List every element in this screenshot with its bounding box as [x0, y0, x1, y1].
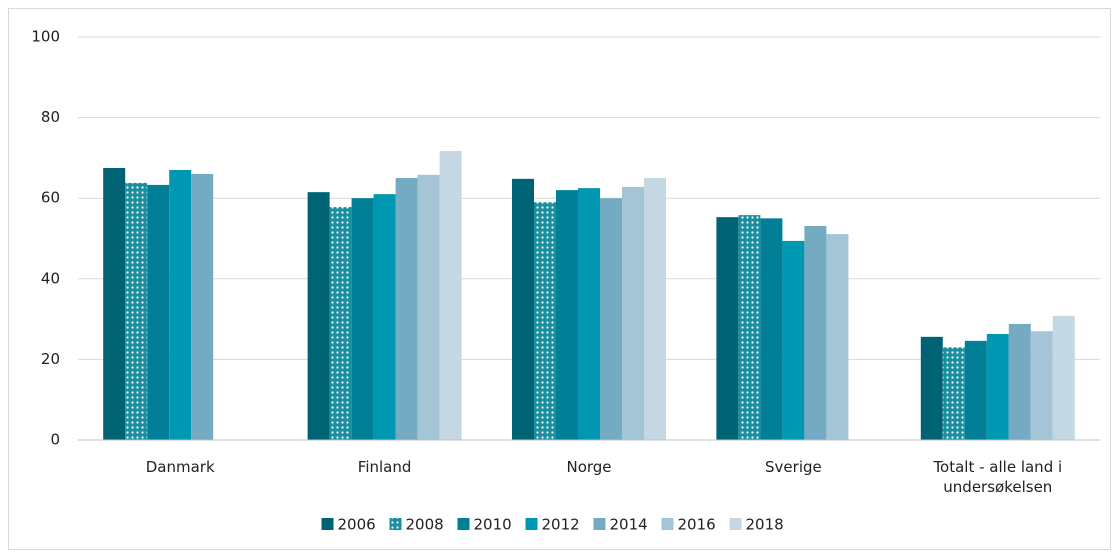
legend-label: 2014 [610, 516, 648, 534]
legend-swatch [525, 518, 538, 530]
bar [169, 169, 192, 441]
bar [716, 217, 739, 440]
bar [964, 340, 987, 440]
bar [439, 151, 462, 440]
bar [782, 240, 805, 440]
x-tick-label: Totalt - alle land i undersøkelsen [933, 458, 1063, 496]
bar [147, 184, 170, 440]
bar [1030, 331, 1053, 440]
legend-label: 2018 [746, 516, 784, 534]
bar [1008, 323, 1031, 440]
bar [307, 192, 330, 440]
legend-swatch [593, 518, 606, 530]
legend-label: 2012 [542, 516, 580, 534]
y-tick-label: 80 [41, 108, 60, 126]
bar [644, 178, 666, 441]
y-tick-label: 20 [41, 350, 60, 368]
bar [103, 167, 126, 440]
y-tick-label: 100 [31, 28, 60, 46]
bar [534, 202, 556, 440]
legend-label: 2008 [406, 516, 444, 534]
y-tick-label: 60 [41, 189, 60, 207]
bar [373, 194, 396, 440]
x-tick-label: Norge [566, 458, 612, 476]
legend-label: 2016 [678, 516, 716, 534]
bar [600, 198, 622, 440]
bar [329, 207, 352, 440]
bar [942, 347, 965, 440]
legend-label: 2010 [474, 516, 512, 534]
bar [556, 190, 578, 440]
x-tick-label: Finland [357, 458, 412, 476]
bar [351, 198, 374, 440]
x-tick-label: Danmark [145, 458, 215, 476]
bar [622, 186, 644, 440]
legend-swatch [321, 518, 334, 530]
bar [986, 334, 1009, 440]
legend-swatch [729, 518, 742, 530]
y-tick-label: 0 [50, 431, 60, 449]
bar [920, 336, 943, 440]
bar [738, 215, 761, 440]
legend-swatch [661, 518, 674, 530]
bar [1052, 315, 1075, 440]
legend-swatch [389, 518, 402, 530]
bar [512, 178, 534, 440]
bar [417, 174, 440, 441]
x-tick-label: Sverige [765, 458, 822, 476]
legend-swatch [457, 518, 470, 530]
y-tick-label: 40 [41, 269, 60, 287]
bar [395, 178, 418, 441]
bar [804, 226, 827, 440]
bar [125, 182, 148, 441]
bar [826, 234, 849, 440]
bar [760, 218, 783, 440]
legend-label: 2006 [338, 516, 376, 534]
bar [191, 174, 214, 440]
bar [578, 188, 600, 440]
